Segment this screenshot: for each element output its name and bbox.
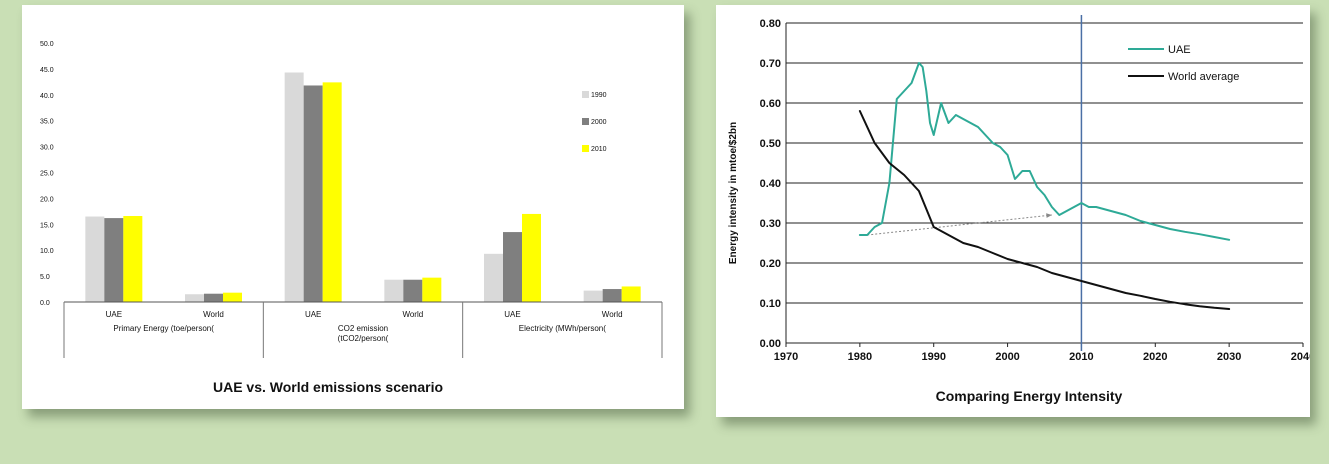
y-axis: 0.0 5.0 10.0 15.0 20.0 25.0 30.0 35.0 40.0 45.0 50…: [40, 41, 54, 307]
bar-2000-4: [503, 232, 522, 302]
x-tick-label: 2030: [1217, 351, 1241, 363]
bar-2000-2: [303, 85, 323, 302]
group-label: CO2 emission (tCO2/person(: [338, 324, 389, 343]
line-chart-panel: 0.00 0.10 0.20 0.30 0.40 0.50 0.60 0.70 0.80 197…: [716, 5, 1310, 417]
line-chart: 0.00 0.10 0.20 0.30 0.40 0.50 0.60 0.70 0.80 197…: [728, 15, 1310, 404]
bar-2010-3: [422, 277, 442, 302]
y-axis: 0.00 0.10 0.20 0.30 0.40 0.50 0.60 0.70 0.80: [760, 18, 787, 350]
y-tick-label: 5.0: [40, 274, 50, 281]
y-tick-label: 20.0: [40, 196, 54, 203]
y-tick-label: 0.40: [760, 178, 781, 190]
bars: [85, 72, 641, 302]
y-tick-label: 35.0: [40, 119, 54, 126]
x-tick-label: 2010: [1069, 351, 1093, 363]
series-line-uae: [858, 62, 1231, 241]
x-category-label: World: [203, 310, 224, 319]
bar-chart-panel: 0.0 5.0 10.0 15.0 20.0 25.0 30.0 35.0 40.0 45.0 50…: [22, 5, 684, 409]
group-label: Electricity (MWh/person(: [519, 324, 606, 333]
legend-swatch-2000: [582, 118, 589, 125]
y-tick-label: 0.30: [760, 218, 781, 230]
bar-1990-2: [284, 72, 304, 302]
y-tick-label: 0.00: [760, 338, 781, 350]
x-axis: 1970 1980 1990 2000 2010 2020 2030 2040: [774, 343, 1310, 363]
group-label-line: CO2 emission: [338, 324, 388, 333]
y-tick-label: 15.0: [40, 222, 54, 229]
y-tick-label: 30.0: [40, 145, 54, 152]
bar-1990-3: [384, 279, 404, 302]
bar-2010-5: [621, 286, 641, 302]
y-tick-label: 0.80: [760, 18, 781, 30]
bar-2010-4: [522, 213, 541, 302]
y-tick-label: 0.70: [760, 58, 781, 70]
bar-1990-0: [85, 216, 105, 302]
x-tick-label: 2020: [1143, 351, 1167, 363]
trend-arrow-head: [1046, 213, 1052, 218]
y-tick-label: 0.60: [760, 98, 781, 110]
x-category-label: UAE: [504, 310, 520, 319]
y-tick-label: 0.0: [40, 300, 50, 307]
y-tick-label: 50.0: [40, 41, 54, 48]
chart-title: Comparing Energy Intensity: [936, 388, 1123, 404]
bar-2000-0: [104, 218, 124, 302]
bar-2010-0: [123, 216, 143, 302]
bar-1990-1: [185, 294, 204, 302]
bar-2000-5: [602, 289, 622, 302]
x-tick-label: 2000: [995, 351, 1019, 363]
bar-1990-5: [583, 290, 603, 302]
bar-2000-3: [403, 279, 423, 302]
legend-label: 1990: [591, 92, 607, 99]
y-tick-label: 0.10: [760, 298, 781, 310]
x-category-label: World: [402, 310, 423, 319]
bar-2010-1: [223, 292, 242, 302]
y-axis-label: Energy intensity in mtoe/$2bn: [728, 122, 739, 264]
x-category-label: World: [602, 310, 623, 319]
chart-title: UAE vs. World emissions scenario: [213, 379, 443, 395]
x-axis: UAE World UAE World UAE World Primary Energy (…: [63, 301, 663, 358]
legend-swatch-1990: [582, 91, 589, 98]
x-category-label: UAE: [106, 310, 122, 319]
y-tick-label: 45.0: [40, 67, 54, 74]
x-tick-label: 1980: [848, 351, 872, 363]
legend-label: UAE: [1168, 44, 1191, 56]
bar-1990-4: [484, 253, 503, 302]
x-category-label: UAE: [305, 310, 321, 319]
legend-label: 2000: [591, 119, 607, 126]
group-label: Primary Energy (toe/person(: [113, 324, 214, 333]
series-lines: [858, 15, 1231, 351]
group-label-line: (tCO2/person(: [338, 334, 389, 343]
x-tick-label: 1970: [774, 351, 798, 363]
bar-2010-2: [322, 82, 342, 302]
legend-swatch-2010: [582, 145, 589, 152]
bar-2000-1: [204, 293, 223, 302]
y-tick-label: 40.0: [40, 93, 54, 100]
legend: UAE World average: [1128, 44, 1239, 83]
y-tick-label: 0.50: [760, 138, 781, 150]
legend-label: 2010: [591, 146, 607, 153]
legend-label: World average: [1168, 71, 1239, 83]
gridlines: [786, 22, 1303, 344]
bar-chart: 0.0 5.0 10.0 15.0 20.0 25.0 30.0 35.0 40.0 45.0 50…: [40, 41, 663, 395]
y-tick-label: 10.0: [40, 248, 54, 255]
x-tick-label: 2040: [1291, 351, 1310, 363]
legend: 1990 2000 2010: [582, 91, 607, 153]
y-tick-label: 25.0: [40, 171, 54, 178]
series-line-world-average: [858, 110, 1231, 310]
trend-arrow-line: [867, 214, 1052, 236]
y-tick-label: 0.20: [760, 258, 781, 270]
x-tick-label: 1990: [921, 351, 945, 363]
